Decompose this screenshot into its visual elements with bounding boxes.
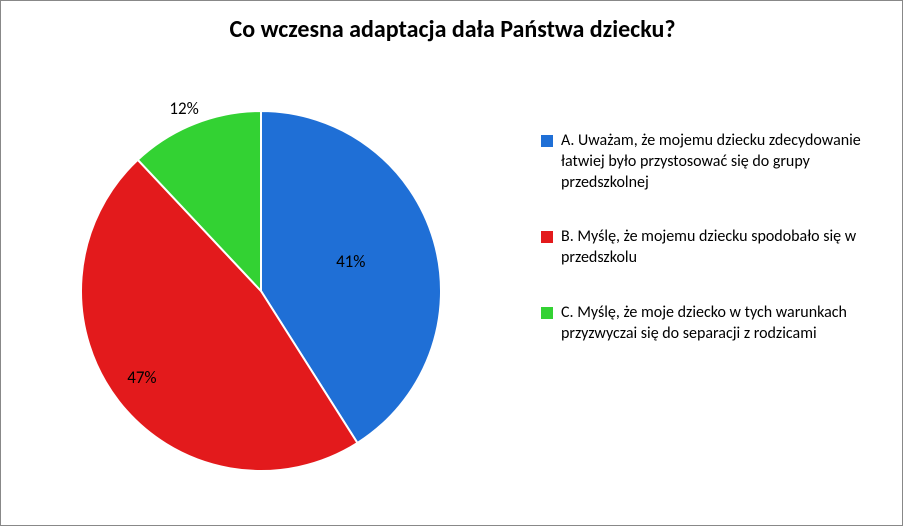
pie-label-2: 12% [169,98,198,119]
chart-frame: Co wczesna adaptacja dała Państwa dzieck… [0,0,903,526]
pie-label-1: 47% [127,367,156,388]
legend-item-1: B. Myślę, że mojemu dziecku spodobało si… [541,227,881,269]
legend-marker-0 [541,135,553,147]
legend-item-2: C. Myślę, że moje dziecko w tych warunka… [541,303,881,345]
legend-marker-1 [541,231,553,243]
legend-text-0: A. Uważam, że mojemu dziecku zdecydowani… [561,131,881,193]
legend-item-0: A. Uważam, że mojemu dziecku zdecydowani… [541,131,881,193]
pie-label-0: 41% [336,251,365,272]
legend-text-1: B. Myślę, że mojemu dziecku spodobało si… [561,227,881,269]
legend-text-2: C. Myślę, że moje dziecko w tych warunka… [561,303,881,345]
pie-svg [81,111,441,471]
legend: A. Uważam, że mojemu dziecku zdecydowani… [541,131,881,379]
pie-chart: 41%47%12% [81,111,441,471]
chart-title: Co wczesna adaptacja dała Państwa dzieck… [1,15,903,44]
legend-marker-2 [541,307,553,319]
